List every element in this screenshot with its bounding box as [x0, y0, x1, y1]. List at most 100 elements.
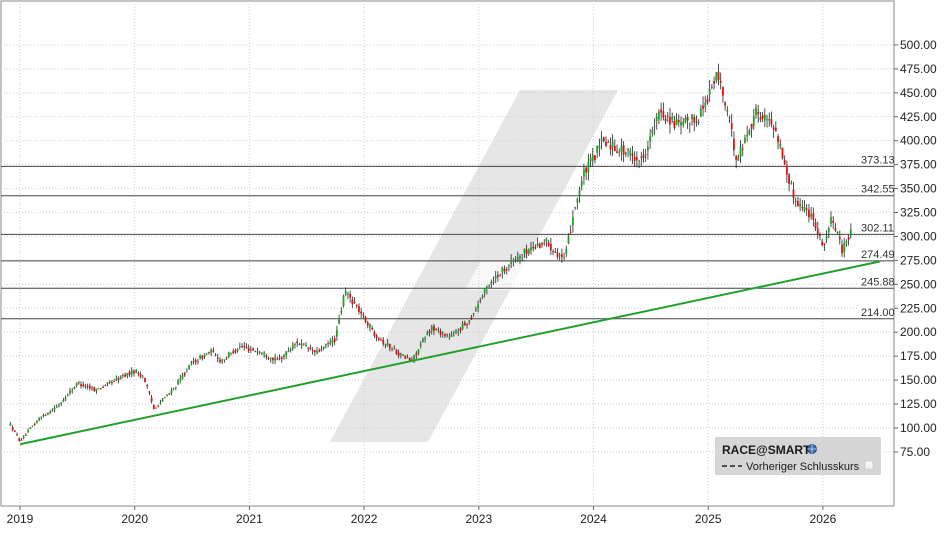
candle-body [16, 434, 18, 436]
candle-body [47, 412, 49, 415]
candle-body [841, 244, 843, 254]
candle-body [230, 352, 232, 354]
candle-body [735, 155, 738, 160]
candle-body [510, 260, 513, 265]
candle-body [406, 357, 409, 359]
level-label-bg [857, 247, 893, 260]
candle-body [508, 265, 510, 266]
candle-body [655, 116, 658, 122]
candle-body [391, 348, 393, 350]
candle-body [545, 238, 548, 242]
y-tick-label: 325.00 [900, 206, 937, 220]
candle-body [666, 115, 669, 117]
candle-body [422, 339, 424, 343]
candle-body [113, 381, 116, 382]
candle-body [66, 395, 69, 397]
candle-body [234, 350, 237, 353]
candle-body [737, 157, 740, 161]
candle-body [245, 347, 248, 349]
candle-body [733, 138, 735, 151]
candle-body [86, 385, 89, 387]
candle-body [349, 293, 352, 298]
candle-body [155, 407, 157, 409]
candle-body [216, 357, 219, 359]
candle-body [463, 322, 466, 326]
candle-body [541, 243, 543, 245]
candle-body [177, 380, 179, 385]
candle-body [355, 304, 358, 306]
candle-body [212, 350, 215, 352]
candle-body [594, 155, 596, 161]
candle-body [243, 346, 246, 348]
candle-body [827, 227, 830, 233]
candle-body [616, 151, 618, 154]
candle-body [635, 157, 638, 160]
candle-body [150, 397, 153, 402]
candle-body [538, 243, 541, 249]
candle-body [488, 285, 490, 287]
candle-body [93, 387, 96, 391]
candle-body [512, 260, 515, 262]
candle-body [534, 247, 537, 249]
y-tick-label: 225.00 [900, 301, 937, 315]
candle-body [589, 158, 592, 162]
candle-body [31, 426, 34, 427]
candle-body [624, 152, 627, 155]
candle-body [673, 120, 676, 128]
candle-body [774, 127, 777, 132]
candle-body [819, 235, 821, 236]
y-tick-label: 100.00 [900, 421, 937, 435]
candle-body [468, 320, 471, 323]
candle-body [316, 350, 318, 354]
candle-body [183, 373, 186, 376]
candle-body [82, 384, 85, 387]
candle-body [649, 135, 652, 142]
candle-body [115, 378, 118, 380]
candle-body [285, 351, 288, 356]
candle-body [448, 336, 451, 338]
candle-body [823, 243, 826, 245]
candle-body [122, 375, 124, 377]
candle-body [29, 427, 32, 429]
candle-body [457, 331, 460, 333]
candle-body [38, 417, 41, 421]
candle-body [380, 339, 382, 341]
candle-body [157, 405, 160, 407]
candle-body [563, 257, 565, 258]
candle-body [174, 387, 177, 389]
candle-body [560, 254, 563, 258]
candle-body [313, 350, 316, 353]
trendline-line [19, 260, 881, 446]
candle-body [713, 81, 715, 84]
candle-body [516, 256, 519, 261]
level-label-bg [857, 275, 893, 288]
candle-body [759, 117, 762, 120]
candle-body [816, 228, 819, 235]
candle-body [386, 343, 389, 346]
x-axis: 2019 2020 2021 2022 2023 2024 2025 2026 [7, 506, 837, 526]
level-label: 373.13 [861, 154, 895, 166]
candle-body [146, 384, 149, 387]
candle-body [766, 119, 768, 121]
candle-body [80, 384, 82, 387]
candle-body [404, 355, 407, 359]
candle-body [669, 117, 671, 125]
candle-body [671, 116, 674, 120]
candle-body [395, 350, 398, 355]
candle-body [554, 252, 557, 253]
candle-body [294, 343, 296, 345]
candle-body [22, 435, 25, 438]
candle-body [830, 217, 832, 224]
candle-body [578, 189, 581, 196]
candle-body [152, 404, 155, 410]
y-tick-label: 300.00 [900, 229, 937, 243]
candle-body [371, 327, 374, 330]
candle-body [519, 256, 521, 259]
candle-body [691, 114, 693, 120]
candle-body [684, 117, 687, 123]
candle-body [490, 281, 493, 284]
candle-body [20, 439, 23, 441]
candle-body [651, 129, 654, 134]
candle-body [168, 392, 171, 395]
candle-body [119, 376, 122, 379]
